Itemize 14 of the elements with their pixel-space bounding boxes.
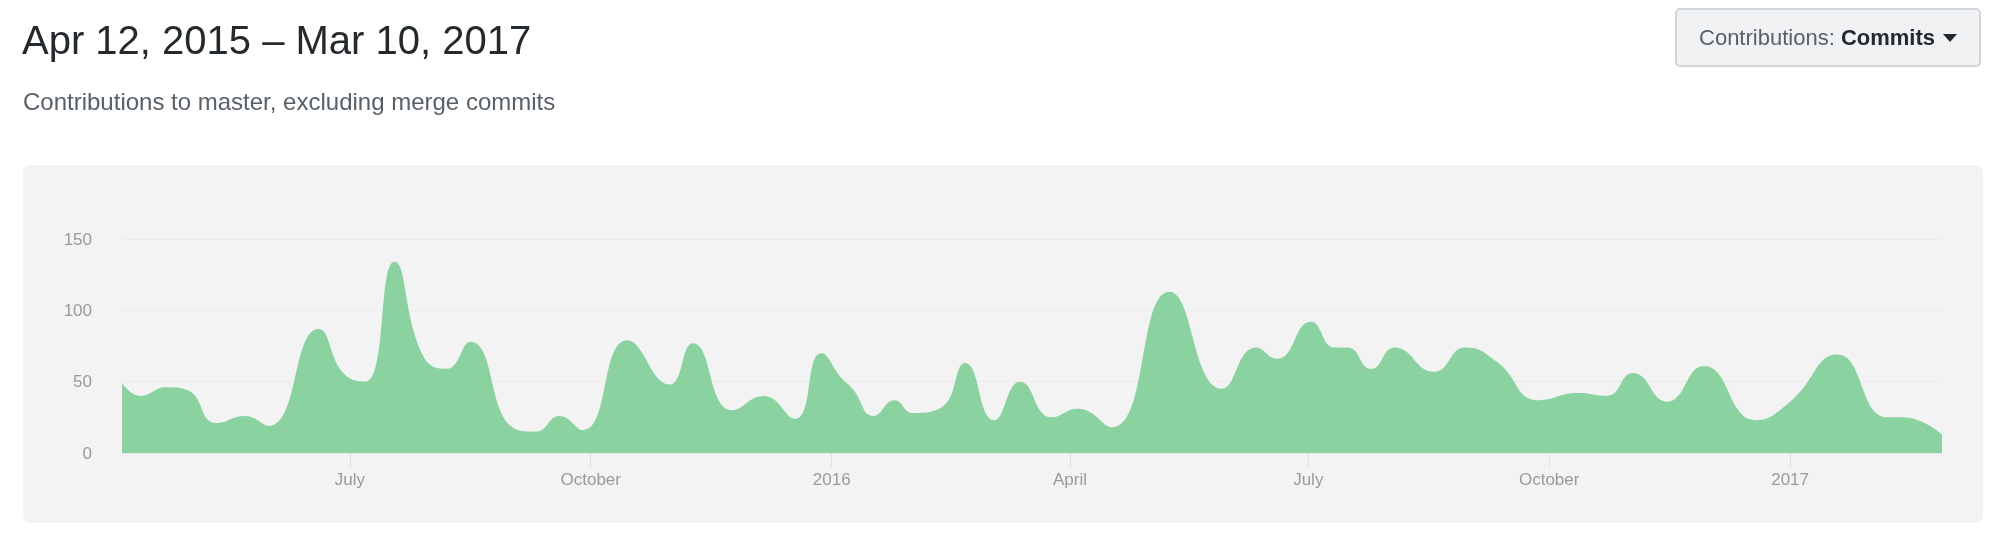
- y-tick-label: 0: [82, 443, 92, 463]
- x-tick-label: October: [1518, 470, 1580, 489]
- chart-subtitle: Contributions to master, excluding merge commits: [23, 88, 556, 116]
- x-tick-label: 2016: [812, 470, 851, 489]
- y-tick-label: 150: [63, 229, 92, 249]
- y-tick-label: 100: [63, 300, 92, 320]
- y-tick-label: 50: [73, 372, 92, 392]
- text: Contributions: Commits: [1699, 24, 1935, 50]
- x-tick-label: 2017: [1771, 470, 1810, 489]
- x-tick-label: July: [1293, 470, 1324, 489]
- chart-title: Apr 12, 2015 – Mar 10, 2017: [22, 18, 532, 63]
- x-tick-label: April: [1052, 470, 1087, 489]
- x-tick-label: October: [560, 470, 622, 489]
- x-tick-label: July: [334, 470, 366, 489]
